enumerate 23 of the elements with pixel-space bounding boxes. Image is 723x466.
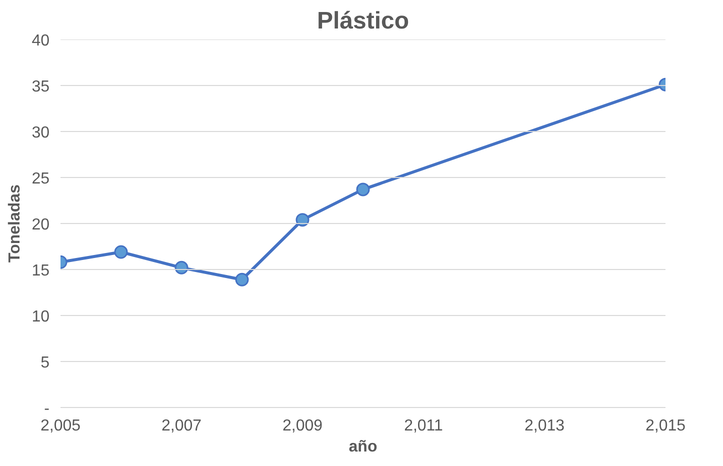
y-tick-label: 15 xyxy=(32,262,50,280)
x-tick-label: 2,015 xyxy=(645,418,686,434)
y-tick-label: 25 xyxy=(32,170,50,188)
y-tick-label: 35 xyxy=(32,78,50,96)
x-tick-label: 2,009 xyxy=(282,418,323,434)
x-tick-label: 2,013 xyxy=(524,418,565,434)
point xyxy=(235,272,249,286)
x-tick-label: 2,005 xyxy=(40,418,81,434)
y-tick-label: - xyxy=(44,400,50,418)
y-tick-label: 5 xyxy=(40,354,50,372)
point xyxy=(174,260,188,274)
y-axis-title: Toneladas xyxy=(6,184,24,262)
chart-title: Plástico xyxy=(316,8,410,34)
point xyxy=(356,182,370,196)
y-tick-label: 20 xyxy=(32,216,50,234)
point xyxy=(114,245,128,259)
y-tick-label: 40 xyxy=(32,32,50,50)
x-axis-title: año xyxy=(348,438,378,456)
y-tick-label: 30 xyxy=(32,124,50,142)
x-tick-label: 2,007 xyxy=(161,418,202,434)
y-tick-label: 10 xyxy=(32,308,50,326)
point xyxy=(296,213,310,227)
x-tick-label: 2,011 xyxy=(404,418,444,434)
